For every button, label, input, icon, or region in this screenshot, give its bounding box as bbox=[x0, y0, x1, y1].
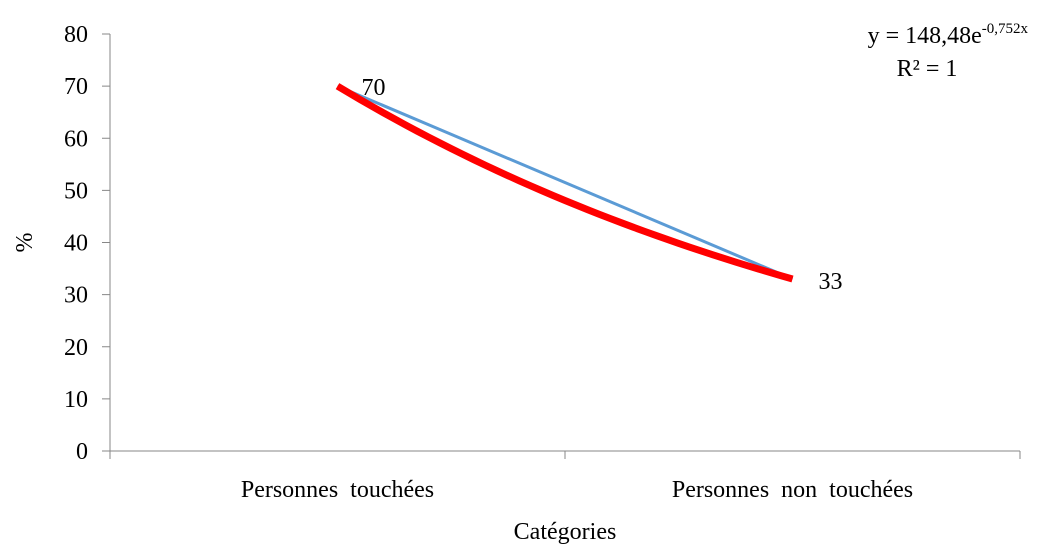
trendline-r2: R² = 1 bbox=[897, 56, 958, 82]
y-tick-label: 0 bbox=[76, 439, 88, 465]
trendline-equation-base: y = 148,48e bbox=[868, 23, 982, 49]
x-category-label: Personnes touchées bbox=[241, 477, 434, 503]
y-tick-label: 80 bbox=[64, 22, 88, 48]
x-axis-title: Catégories bbox=[514, 519, 617, 545]
trendline-curve bbox=[335, 83, 794, 283]
y-tick-label: 50 bbox=[64, 178, 88, 204]
series-line bbox=[336, 84, 794, 281]
y-tick-label: 70 bbox=[64, 74, 88, 100]
trendline-equation: y = 148,48e-0,752x bbox=[868, 21, 1029, 49]
data-label: 33 bbox=[819, 269, 843, 295]
y-ticks: 0 10 20 30 40 50 60 70 80 bbox=[64, 22, 110, 465]
y-tick-label: 60 bbox=[64, 126, 88, 152]
series bbox=[336, 84, 794, 281]
x-ticks: Personnes touchées Personnes non touchées bbox=[109, 451, 1021, 503]
x-category-label: Personnes non touchées bbox=[672, 477, 913, 503]
y-tick-label: 10 bbox=[64, 387, 88, 413]
y-axis-title: % bbox=[12, 233, 38, 253]
y-tick-label: 40 bbox=[64, 231, 88, 257]
data-labels: 70 33 bbox=[362, 75, 843, 295]
data-label: 70 bbox=[362, 75, 386, 101]
y-tick-label: 30 bbox=[64, 283, 88, 309]
trendline bbox=[335, 83, 794, 283]
y-tick-label: 20 bbox=[64, 335, 88, 361]
trendline-equation-exponent: -0,752x bbox=[982, 21, 1029, 37]
